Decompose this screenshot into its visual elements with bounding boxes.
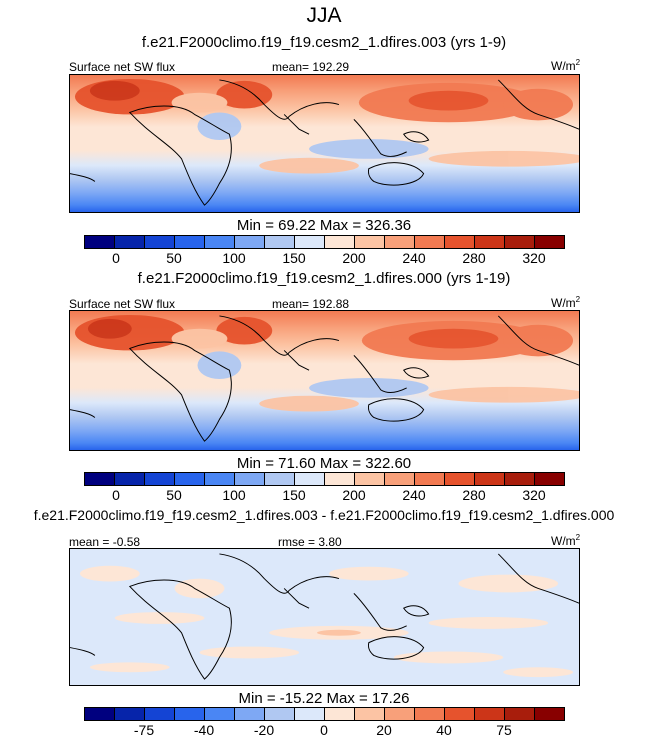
panel1-field-features [74,78,579,174]
panel1-colorbar-box [85,236,115,248]
panel2-colorbar-box [145,473,175,485]
panel3-colorbar-box [415,708,445,720]
panel3-colorbar-tick: 40 [436,722,452,738]
panel1-colorbar-box [115,236,145,248]
panel1-colorbar-box [295,236,325,248]
panel2-colorbar-box [85,473,115,485]
panel1-colorbar-tick: 280 [462,250,486,266]
panel3-colorbar-box [475,708,505,720]
panel3-units: W/m2 [551,533,581,548]
panel1-colorbar-tick: 200 [342,250,366,266]
panel3-mean-label: mean = -0.58 [69,535,141,549]
panel2-colorbar-box [265,473,295,485]
panel3-colorbar-box [145,708,175,720]
panel3-colorbar-box [535,708,564,720]
panel1-colorbar-box [355,236,385,248]
panel2-colorbar-tick: 280 [462,487,486,503]
panel3-colorbar-box [325,708,355,720]
panel2-field-features [74,314,579,412]
panel2-colorbar-tick: 0 [112,487,120,503]
panel1-colorbar-box [415,236,445,248]
panel1-colorbar-box [385,236,415,248]
panel1-colorbar-box [325,236,355,248]
panel1-colorbar-box [505,236,535,248]
panel2-colorbar-tick: 320 [522,487,546,503]
panel3-field-features-warm [317,629,361,636]
panel3-colorbar-tick: -75 [133,722,155,738]
panel2-colorbar-box [235,473,265,485]
panel2-mean-label: mean= 192.88 [272,297,350,311]
panel2-colorbar-box [355,473,385,485]
panel2-colorbar [84,472,565,486]
panel1-colorbar-tick: 100 [222,250,246,266]
panel1-minmax: Min = 69.22 Max = 326.36 [236,217,412,234]
panel1-colorbar [84,235,565,249]
panel2-colorbar-tick: 200 [342,487,366,503]
panel1-coastlines [70,79,579,206]
panel1-colorbar-tick: 50 [166,250,182,266]
panel2-map [69,310,580,451]
panel2-colorbar-box [175,473,205,485]
panel2-colorbar-box [415,473,445,485]
panel1-colorbar-box [535,236,564,248]
panel1-map [69,74,580,213]
panel3-colorbar-box [265,708,295,720]
panel3-colorbar-box [175,708,205,720]
panel3-coastlines [70,553,579,680]
panel3-colorbar-box [115,708,145,720]
panel3-colorbar-box [445,708,475,720]
panel2-colorbar-box [505,473,535,485]
panel2-minmax: Min = 71.60 Max = 322.60 [236,455,412,472]
panel3-colorbar-box [355,708,385,720]
panel1-field-label: Surface net SW flux [69,60,176,74]
panel1-colorbar-box [235,236,265,248]
panel2-colorbar-box [535,473,564,485]
panel1-colorbar-tick: 0 [112,250,120,266]
panel2-case-title: f.e21.F2000climo.f19_f19.cesm2_1.dfires.… [137,270,511,287]
panel3-map [69,548,580,686]
panel1-colorbar-tick: 240 [402,250,426,266]
panel2-colorbar-box [295,473,325,485]
panel2-colorbar-tick: 240 [402,487,426,503]
panel3-colorbar-tick: 0 [320,722,328,738]
panel3-colorbar-box [235,708,265,720]
panel1-case-title: f.e21.F2000climo.f19_f19.cesm2_1.dfires.… [141,34,507,51]
panel3-colorbar-box [205,708,235,720]
panel3-colorbar-box [505,708,535,720]
panel2-colorbar-box [115,473,145,485]
panel2-units: W/m2 [551,295,581,310]
panel1-colorbar-box [175,236,205,248]
figure-title: JJA [306,4,342,27]
panel1-colorbar-box [475,236,505,248]
panel3-colorbar-box [295,708,325,720]
panel3-colorbar-box [385,708,415,720]
panel2-colorbar-tick: 150 [282,487,306,503]
panel2-colorbar-box [385,473,415,485]
panel1-colorbar-tick: 320 [522,250,546,266]
panel3-colorbar-tick: 75 [496,722,512,738]
panel3-colorbar-tick: 20 [376,722,392,738]
panel3-colorbar-tick: -40 [193,722,215,738]
panel3-case-title: f.e21.F2000climo.f19_f19.cesm2_1.dfires.… [33,507,615,523]
panel2-colorbar-box [205,473,235,485]
panel1-units: W/m2 [551,58,581,73]
panel1-colorbar-box [145,236,175,248]
panel1-colorbar-tick: 150 [282,250,306,266]
panel2-colorbar-tick: 50 [166,487,182,503]
panel3-colorbar-box [85,708,115,720]
panel1-colorbar-box [265,236,295,248]
panel2-colorbar-box [475,473,505,485]
panel2-colorbar-box [325,473,355,485]
panel1-colorbar-box [445,236,475,248]
panel2-coastlines [70,315,579,442]
panel3-rmse-label: rmse = 3.80 [278,535,342,549]
panel3-colorbar-tick: -20 [253,722,275,738]
panel3-colorbar [84,707,565,721]
panel2-field-label: Surface net SW flux [69,297,176,311]
panel1-colorbar-box [205,236,235,248]
panel1-mean-label: mean= 192.29 [272,60,350,74]
panel2-colorbar-tick: 100 [222,487,246,503]
panel2-colorbar-box [445,473,475,485]
panel3-minmax: Min = -15.22 Max = 17.26 [238,690,410,707]
